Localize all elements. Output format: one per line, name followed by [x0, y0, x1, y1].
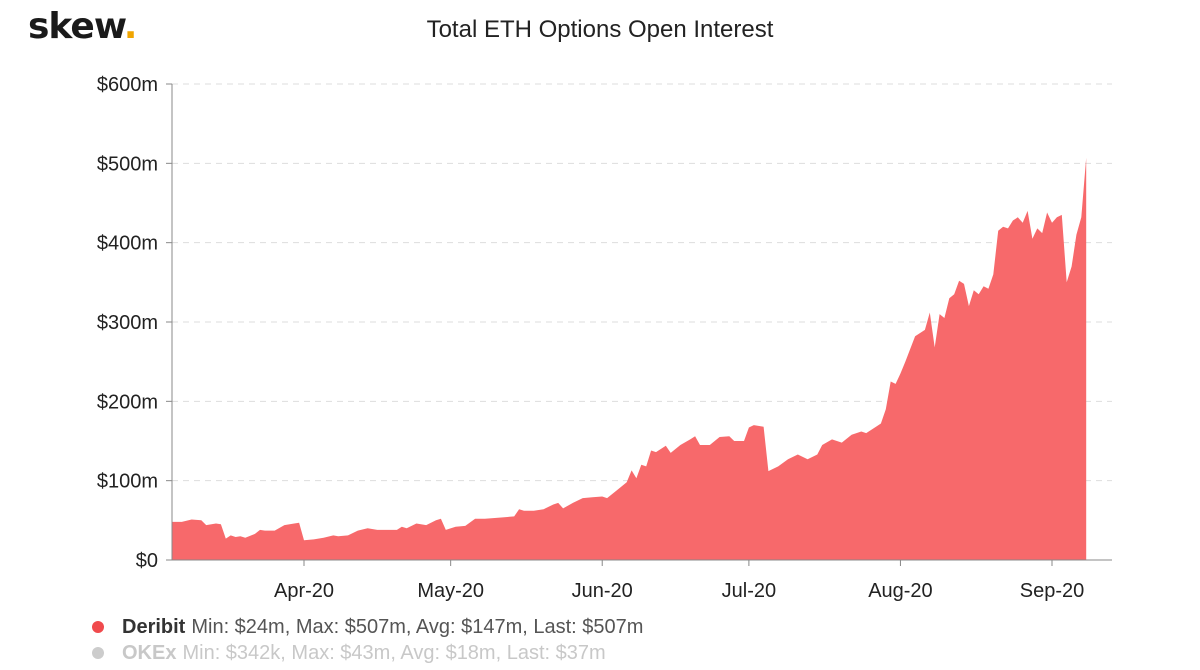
x-tick-label: Apr-20	[274, 580, 334, 602]
legend-stats: Min: $342k, Max: $43m, Avg: $18m, Last: …	[182, 641, 606, 664]
x-tick-label: May-20	[417, 580, 484, 602]
y-tick-labels: $0 $100m $200m $300m $400m $500m $600m	[97, 74, 172, 572]
skew-logo: skew.	[28, 6, 138, 47]
legend: Deribit Min: $24m, Max: $507m, Avg: $147…	[92, 614, 643, 666]
legend-item-deribit[interactable]: Deribit Min: $24m, Max: $507m, Avg: $147…	[92, 614, 643, 640]
series-area-deribit	[172, 157, 1087, 561]
deribit-dot-icon	[92, 621, 104, 633]
legend-name: OKEx	[122, 641, 177, 664]
legend-stats: Min: $24m, Max: $507m, Avg: $147m, Last:…	[191, 615, 644, 638]
y-tick-label: $200m	[97, 391, 158, 413]
series-area-layer	[172, 157, 1087, 561]
legend-item-okex[interactable]: OKEx Min: $342k, Max: $43m, Avg: $18m, L…	[92, 640, 643, 666]
y-tick-label: $500m	[97, 153, 158, 175]
x-tick-label: Jun-20	[572, 580, 633, 602]
y-tick-label: $400m	[97, 233, 158, 255]
chart-title: Total ETH Options Open Interest	[426, 16, 774, 43]
x-tick-label: Sep-20	[1020, 580, 1085, 602]
y-tick-label: $100m	[97, 471, 158, 493]
y-tick-label: $0	[136, 550, 158, 572]
y-tick-label: $300m	[97, 312, 158, 334]
x-tick-labels: Apr-20 May-20 Jun-20 Jul-20 Aug-20 Sep-20	[274, 560, 1084, 602]
x-tick-label: Aug-20	[868, 580, 933, 602]
x-tick-label: Jul-20	[722, 580, 776, 602]
legend-name: Deribit	[122, 615, 186, 638]
okex-dot-icon	[92, 647, 104, 659]
logo-dot: .	[123, 6, 138, 47]
y-tick-label: $600m	[97, 74, 158, 96]
